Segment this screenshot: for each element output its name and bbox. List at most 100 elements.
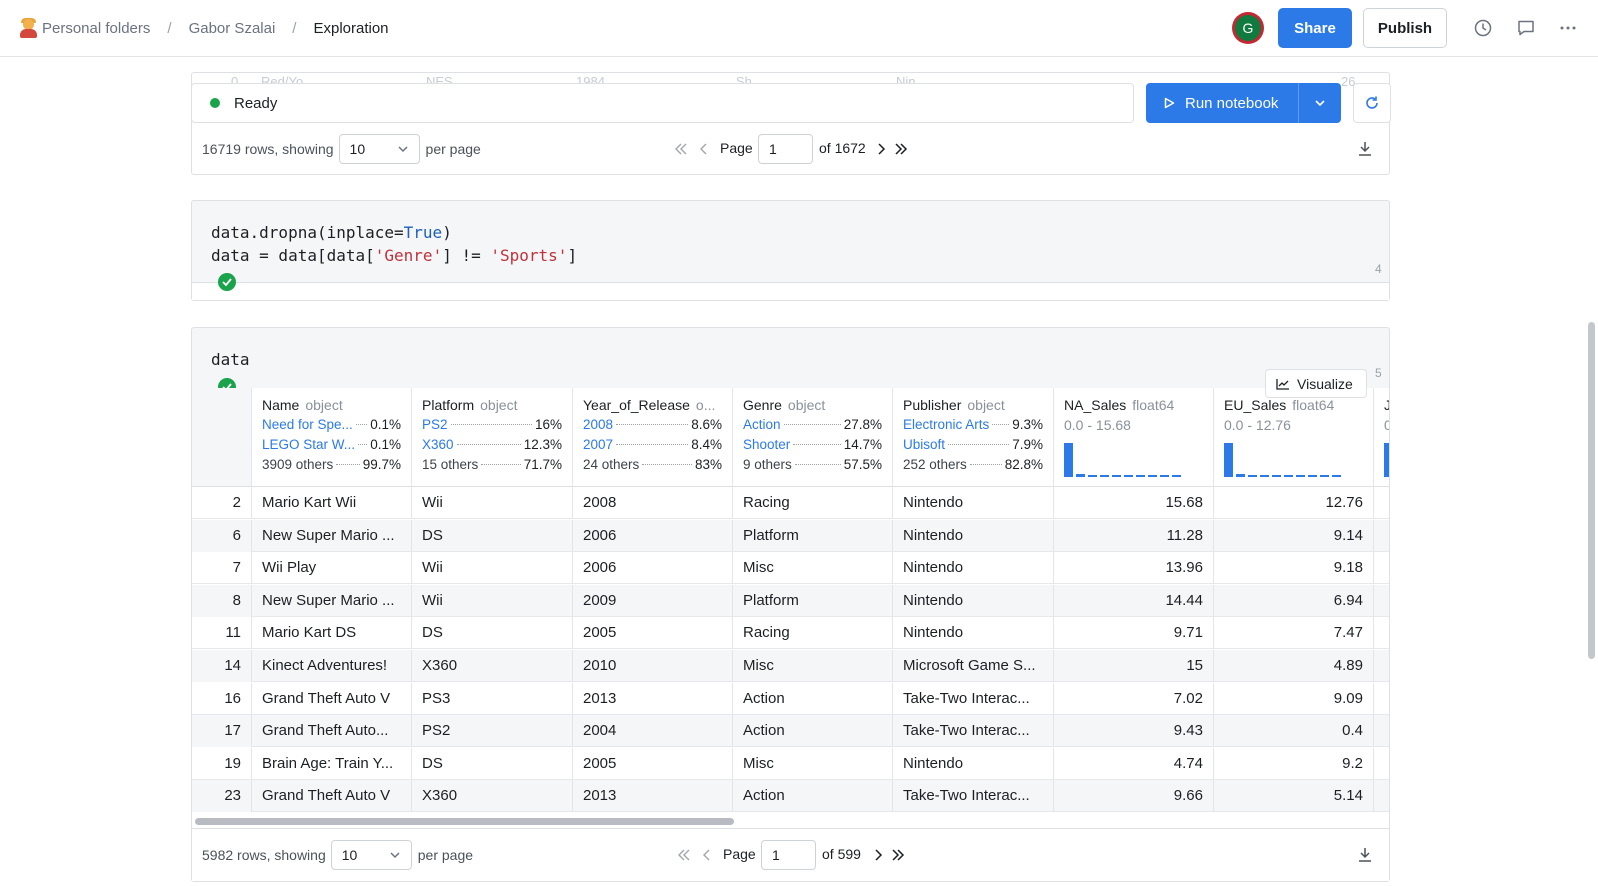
run-notebook-main[interactable]: Run notebook (1146, 83, 1299, 123)
cell-jp-sales[interactable] (1374, 487, 1389, 519)
cell-jp-sales[interactable] (1374, 748, 1389, 780)
cell-genre[interactable]: Action (733, 682, 893, 715)
cell-name[interactable]: Grand Theft Auto V (252, 682, 412, 715)
column-stat[interactable]: LEGO Star W... 0.1% (262, 437, 401, 457)
page-number-input[interactable]: 1 (758, 134, 813, 164)
cell-name[interactable]: New Super Mario ... (252, 519, 412, 552)
cell-platform[interactable]: Wii (412, 552, 573, 585)
cell-genre[interactable]: Misc (733, 552, 893, 585)
column-stat[interactable]: Need for Spe... 0.1% (262, 417, 401, 437)
cell-year[interactable]: 2006 (573, 552, 733, 585)
column-header-genre[interactable]: Genre object Action 27.8% Shooter 14.7% 9 o… (733, 388, 893, 487)
column-header-eu-sales[interactable]: EU_Sales float64 0.0 - 12.76 (1214, 388, 1374, 487)
cell-genre[interactable]: Misc (733, 650, 893, 682)
dataframe-table[interactable]: Name object Need for Spe... 0.1% LEGO Star… (192, 388, 1389, 814)
cell-year[interactable]: 2013 (573, 682, 733, 715)
cell-4-code[interactable]: data.dropna(inplace=True) data = data[da… (211, 221, 577, 267)
visualize-button[interactable]: Visualize (1265, 369, 1367, 398)
table-row[interactable]: 16 Grand Theft Auto V PS3 2013 Action Take-Tw… (192, 682, 1389, 715)
run-notebook-button[interactable]: Run notebook (1146, 83, 1341, 123)
share-button[interactable]: Share (1278, 8, 1352, 48)
table-row[interactable]: 8 New Super Mario ... Wii 2009 Platform Ninte… (192, 584, 1389, 617)
first-page-icon[interactable] (677, 848, 691, 862)
cell-publisher[interactable]: Take-Two Interac... (893, 682, 1054, 715)
cell-eu-sales[interactable]: 7.47 (1214, 617, 1374, 650)
page-scrollbar-thumb[interactable] (1588, 322, 1595, 659)
table-row[interactable]: 2 Mario Kart Wii Wii 2008 Racing Nintendo 15.6… (192, 487, 1389, 519)
cell-platform[interactable]: X360 (412, 780, 573, 813)
cell-year[interactable]: 2004 (573, 715, 733, 748)
cell-name[interactable]: Grand Theft Auto... (252, 715, 412, 748)
column-header-publisher[interactable]: Publisher object Electronic Arts 9.3% Ubis… (893, 388, 1054, 487)
column-stat[interactable]: X360 12.3% (422, 437, 562, 457)
cell-year[interactable]: 2010 (573, 650, 733, 682)
row-index[interactable]: 23 (192, 780, 252, 813)
row-index[interactable]: 2 (192, 487, 252, 519)
cell-genre[interactable]: Platform (733, 519, 893, 552)
more-options-icon[interactable] (1557, 17, 1579, 39)
eu-sales-histogram[interactable] (1224, 439, 1363, 477)
cell-year[interactable]: 2009 (573, 584, 733, 617)
cell-na-sales[interactable]: 14.44 (1054, 584, 1214, 617)
column-header-platform[interactable]: Platform object PS2 16% X360 12.3% 15 other… (412, 388, 573, 487)
cell-publisher[interactable]: Nintendo (893, 584, 1054, 617)
cell-jp-sales[interactable] (1374, 552, 1389, 584)
avatar[interactable]: G (1232, 12, 1264, 44)
publish-button[interactable]: Publish (1363, 8, 1447, 48)
jp-sales-histogram[interactable] (1384, 439, 1389, 477)
cell-platform[interactable]: X360 (412, 650, 573, 682)
cell-na-sales[interactable]: 4.74 (1054, 747, 1214, 780)
row-index[interactable]: 7 (192, 552, 252, 585)
column-stat[interactable]: PS2 16% (422, 417, 562, 437)
row-index[interactable]: 16 (192, 682, 252, 715)
cell-jp-sales[interactable] (1374, 520, 1389, 552)
cell-na-sales[interactable]: 11.28 (1054, 519, 1214, 552)
cell-eu-sales[interactable]: 12.76 (1214, 487, 1374, 519)
breadcrumb-user-folder[interactable]: Gabor Szalai (188, 19, 276, 37)
cell-year[interactable]: 2005 (573, 747, 733, 780)
table-row[interactable]: 17 Grand Theft Auto... PS2 2004 Action Take-T… (192, 715, 1389, 748)
horizontal-scrollbar-thumb[interactable] (195, 818, 734, 825)
table-row[interactable]: 14 Kinect Adventures! X360 2010 Misc Microsof… (192, 650, 1389, 682)
cell-genre[interactable]: Action (733, 715, 893, 748)
column-header-na-sales[interactable]: NA_Sales float64 0.0 - 15.68 (1054, 388, 1214, 487)
cell-genre[interactable]: Action (733, 780, 893, 813)
cell-eu-sales[interactable]: 9.14 (1214, 519, 1374, 552)
cell-publisher[interactable]: Nintendo (893, 487, 1054, 519)
cell-name[interactable]: Mario Kart DS (252, 617, 412, 650)
column-header-name[interactable]: Name object Need for Spe... 0.1% LEGO Star… (252, 388, 412, 487)
cell-platform[interactable]: DS (412, 747, 573, 780)
cell-publisher[interactable]: Nintendo (893, 747, 1054, 780)
cell-eu-sales[interactable]: 9.18 (1214, 552, 1374, 585)
row-index[interactable]: 17 (192, 715, 252, 748)
download-icon[interactable] (1358, 847, 1372, 863)
cell-publisher[interactable]: Microsoft Game S... (893, 650, 1054, 682)
breadcrumb-personal-folders[interactable]: Personal folders (42, 19, 151, 37)
cell-year[interactable]: 2013 (573, 780, 733, 813)
previous-page-icon[interactable] (699, 142, 709, 156)
per-page-select[interactable]: 10 (330, 840, 412, 870)
column-stat[interactable]: Action 27.8% (743, 417, 882, 437)
row-index[interactable]: 14 (192, 650, 252, 682)
last-page-icon[interactable] (891, 848, 905, 862)
previous-page-icon[interactable] (702, 848, 712, 862)
code-cell-4[interactable] (191, 200, 1390, 301)
first-page-icon[interactable] (674, 142, 688, 156)
per-page-select[interactable]: 10 (338, 134, 420, 164)
cell-na-sales[interactable]: 13.96 (1054, 552, 1214, 585)
cell-year[interactable]: 2008 (573, 487, 733, 519)
table-row[interactable]: 7 Wii Play Wii 2006 Misc Nintendo 13.96 9.18 (192, 552, 1389, 585)
cell-jp-sales[interactable] (1374, 585, 1389, 617)
cell-jp-sales[interactable] (1374, 715, 1389, 747)
column-stat[interactable]: Shooter 14.7% (743, 437, 882, 457)
cell-platform[interactable]: DS (412, 617, 573, 650)
cell-na-sales[interactable]: 9.43 (1054, 715, 1214, 748)
row-index[interactable]: 6 (192, 519, 252, 552)
cell-na-sales[interactable]: 15.68 (1054, 487, 1214, 519)
comment-icon[interactable] (1515, 17, 1537, 39)
restart-kernel-button[interactable] (1353, 83, 1391, 123)
cell-na-sales[interactable]: 9.66 (1054, 780, 1214, 813)
cell-publisher[interactable]: Take-Two Interac... (893, 715, 1054, 748)
cell-jp-sales[interactable] (1374, 650, 1389, 682)
cell-eu-sales[interactable]: 5.14 (1214, 780, 1374, 813)
